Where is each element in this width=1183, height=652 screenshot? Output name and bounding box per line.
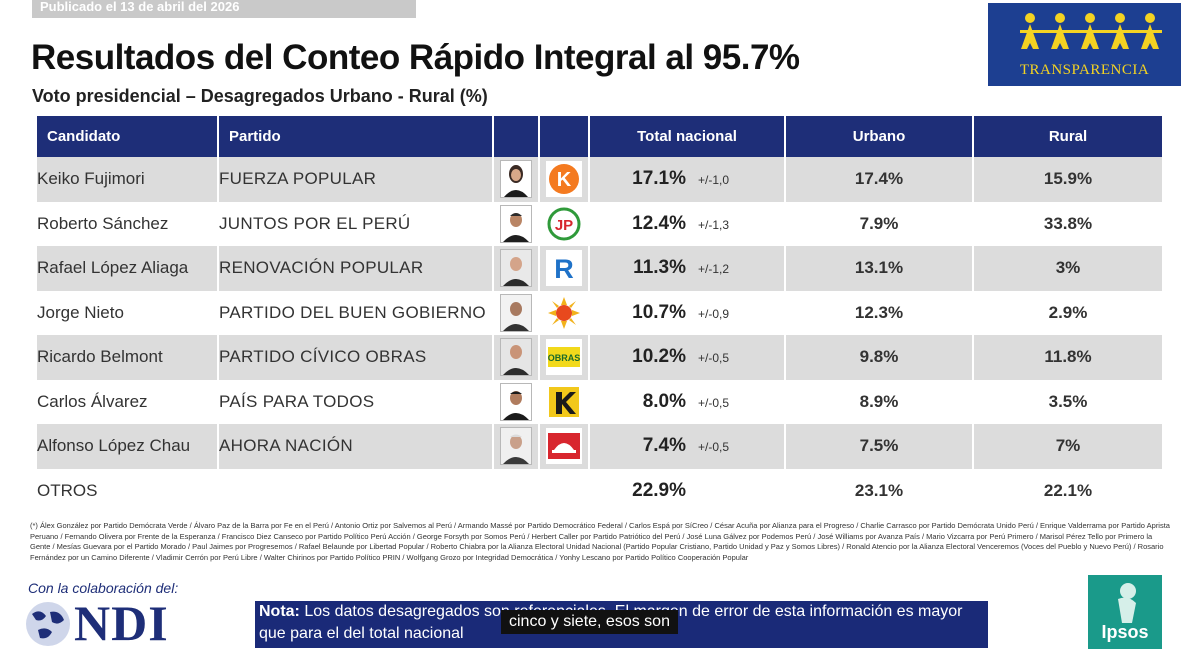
header-candidato: Candidato bbox=[37, 116, 219, 157]
ipsos-figure-icon bbox=[1118, 583, 1136, 623]
margin-of-error: +/-1,3 bbox=[698, 217, 730, 232]
total-value: 8.0% bbox=[642, 390, 686, 412]
note-label: Nota: bbox=[259, 603, 300, 620]
svg-text:R: R bbox=[554, 254, 574, 284]
party-name: PARTIDO CÍVICO OBRAS bbox=[218, 335, 494, 380]
rural-value: 22.1% bbox=[973, 468, 1162, 513]
svg-text:OBRAS: OBRAS bbox=[548, 353, 581, 363]
margin-of-error: +/-0,5 bbox=[698, 395, 730, 410]
candidate-name: Jorge Nieto bbox=[37, 290, 219, 335]
total-value: 22.9% bbox=[632, 479, 686, 501]
candidate-photo bbox=[500, 204, 532, 243]
ipsos-logo: Ipsos bbox=[1088, 575, 1162, 649]
collab-label: Con la colaboración del: bbox=[28, 580, 179, 596]
results-table: Candidato Partido Total nacional Urbano … bbox=[37, 116, 1162, 513]
total-value: 12.4% bbox=[632, 212, 686, 234]
margin-of-error: +/-1,2 bbox=[698, 262, 730, 277]
urbano-value: 9.8% bbox=[785, 335, 974, 380]
footnote: (*) Álex González por Partido Demócrata … bbox=[30, 521, 1170, 562]
people-icon bbox=[1020, 13, 1162, 49]
urbano-value: 7.9% bbox=[785, 201, 974, 246]
transparencia-logo: TRANSPARENCIA bbox=[988, 3, 1181, 86]
table-row: Ricardo Belmont PARTIDO CÍVICO OBRAS OBR… bbox=[37, 335, 1162, 380]
table-row: Rafael López Aliaga RENOVACIÓN POPULAR R… bbox=[37, 246, 1162, 291]
margin-of-error: +/-1,0 bbox=[698, 173, 730, 188]
candidate-name: Keiko Fujimori bbox=[37, 157, 219, 202]
ipsos-text: Ipsos bbox=[1101, 622, 1149, 642]
table-row: Keiko Fujimori FUERZA POPULAR K 17.1% +/-… bbox=[37, 157, 1162, 202]
rural-value: 3.5% bbox=[973, 379, 1162, 424]
total-value: 7.4% bbox=[642, 435, 686, 457]
pais-para-todos-logo bbox=[546, 383, 582, 420]
table-header-row: Candidato Partido Total nacional Urbano … bbox=[37, 116, 1162, 157]
table-row: Jorge Nieto PARTIDO DEL BUEN GOBIERNO 10… bbox=[37, 290, 1162, 335]
party-name: FUERZA POPULAR bbox=[218, 157, 494, 202]
rural-value: 11.8% bbox=[973, 335, 1162, 380]
globe-icon bbox=[26, 602, 70, 646]
candidate-name: Carlos Álvarez bbox=[37, 379, 219, 424]
sun-logo bbox=[546, 294, 582, 331]
video-caption: cinco y siete, esos son bbox=[501, 610, 678, 634]
party-name bbox=[218, 468, 494, 513]
total-value: 10.2% bbox=[632, 346, 686, 368]
party-name: PARTIDO DEL BUEN GOBIERNO bbox=[218, 290, 494, 335]
party-name: RENOVACIÓN POPULAR bbox=[218, 246, 494, 291]
rural-value: 2.9% bbox=[973, 290, 1162, 335]
candidate-name: Roberto Sánchez bbox=[37, 201, 219, 246]
table-row: OTROS 22.9% 23.1% 22.1% bbox=[37, 468, 1162, 513]
total-value: 17.1% bbox=[632, 168, 686, 190]
header-urbano: Urbano bbox=[785, 116, 974, 157]
candidate-name: OTROS bbox=[37, 468, 219, 513]
page-subtitle: Voto presidencial – Desagregados Urbano … bbox=[32, 86, 488, 106]
transparencia-text: TRANSPARENCIA bbox=[1019, 62, 1150, 78]
table-row: Carlos Álvarez PAÍS PARA TODOS 8.0% +/-0,… bbox=[37, 379, 1162, 424]
urbano-value: 17.4% bbox=[785, 157, 974, 202]
candidate-photo bbox=[500, 249, 532, 288]
juntos-por-el-peru-jp-logo: JP bbox=[546, 205, 582, 242]
header-rural: Rural bbox=[973, 116, 1162, 157]
party-name: PAÍS PARA TODOS bbox=[218, 379, 494, 424]
ahora-nacion-logo bbox=[546, 428, 582, 465]
rural-value: 3% bbox=[973, 246, 1162, 291]
candidate-name: Rafael López Aliaga bbox=[37, 246, 219, 291]
header-logo bbox=[539, 116, 590, 157]
candidate-photo bbox=[500, 293, 532, 332]
rural-value: 7% bbox=[973, 424, 1162, 469]
urbano-value: 7.5% bbox=[785, 424, 974, 469]
urbano-value: 12.3% bbox=[785, 290, 974, 335]
page-title: Resultados del Conteo Rápido Integral al… bbox=[31, 38, 800, 77]
margin-of-error: +/-0,5 bbox=[698, 440, 730, 455]
table-row: Roberto Sánchez JUNTOS POR EL PERÚ JP 12… bbox=[37, 201, 1162, 246]
header-total-nacional: Total nacional bbox=[589, 116, 786, 157]
urbano-value: 8.9% bbox=[785, 379, 974, 424]
ndi-logo: NDI bbox=[74, 595, 169, 651]
fuerza-popular-k-logo: K bbox=[546, 161, 582, 198]
header-photo bbox=[493, 116, 540, 157]
urbano-value: 23.1% bbox=[785, 468, 974, 513]
renovacion-popular-r-logo: R bbox=[546, 250, 582, 287]
candidate-name: Alfonso López Chau bbox=[37, 424, 219, 469]
total-value: 10.7% bbox=[632, 301, 686, 323]
obras-logo: OBRAS bbox=[546, 339, 582, 376]
header-partido: Partido bbox=[218, 116, 494, 157]
candidate-photo bbox=[500, 160, 532, 199]
margin-of-error: +/-0,9 bbox=[698, 306, 730, 321]
table-row: Alfonso López Chau AHORA NACIÓN 7.4% +/-0… bbox=[37, 424, 1162, 469]
candidate-photo bbox=[500, 338, 532, 377]
party-name: JUNTOS POR EL PERÚ bbox=[218, 201, 494, 246]
svg-text:JP: JP bbox=[555, 217, 573, 234]
published-date: Publicado el 13 de abril del 2026 bbox=[32, 0, 416, 18]
rural-value: 15.9% bbox=[973, 157, 1162, 202]
rural-value: 33.8% bbox=[973, 201, 1162, 246]
svg-text:K: K bbox=[557, 169, 572, 191]
margin-of-error: +/-0,5 bbox=[698, 351, 730, 366]
candidate-photo bbox=[500, 427, 532, 466]
candidate-name: Ricardo Belmont bbox=[37, 335, 219, 380]
party-name: AHORA NACIÓN bbox=[218, 424, 494, 469]
candidate-photo bbox=[500, 382, 532, 421]
urbano-value: 13.1% bbox=[785, 246, 974, 291]
total-value: 11.3% bbox=[633, 257, 686, 279]
